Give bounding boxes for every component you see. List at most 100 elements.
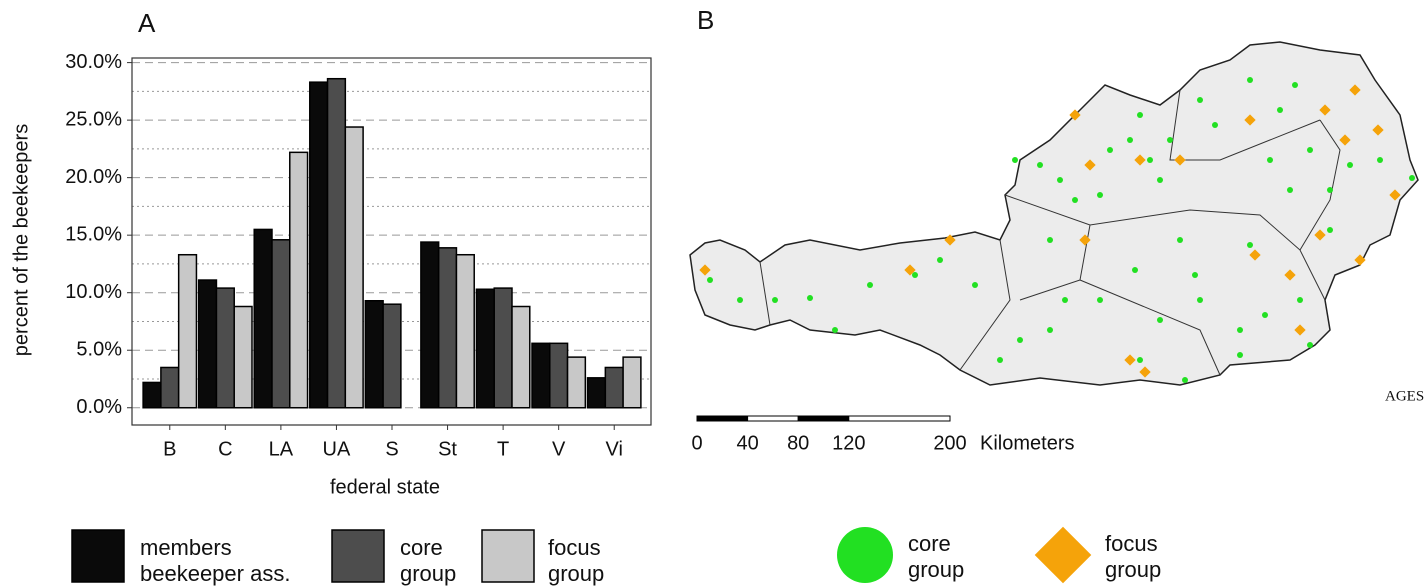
bar [512, 307, 530, 408]
x-tick-label: S [385, 438, 398, 460]
map-point [1157, 317, 1163, 323]
panel-label: A [138, 8, 156, 38]
y-axis-label: percent of the beekeepers [10, 124, 32, 356]
scale-segment [697, 416, 748, 421]
x-axis-label: federal state [330, 476, 440, 498]
logo: AGES [1385, 388, 1424, 404]
legend-swatch [332, 530, 384, 582]
x-tick-label: LA [269, 438, 294, 460]
bar [494, 288, 512, 408]
x-tick-label: T [497, 438, 509, 460]
map-point [1192, 272, 1198, 278]
map-point [1277, 107, 1283, 113]
x-tick-label: C [218, 438, 232, 460]
bar [310, 82, 328, 408]
map-point [1147, 157, 1153, 163]
y-tick-label: 20.0% [65, 166, 122, 188]
bar [254, 229, 272, 407]
bar [421, 242, 439, 408]
bar [568, 357, 586, 408]
bar [605, 367, 623, 407]
x-tick-label: B [163, 438, 176, 460]
bar [290, 152, 308, 407]
map-point [1107, 147, 1113, 153]
map-point [1297, 297, 1303, 303]
map-point [997, 357, 1003, 363]
legend-swatch [72, 530, 124, 582]
bar [179, 255, 197, 408]
map-point [1137, 357, 1143, 363]
scale-label: 0 [691, 432, 702, 454]
bar [456, 255, 474, 408]
legend-swatch [837, 527, 893, 583]
map-point [1247, 242, 1253, 248]
map-point [1017, 337, 1023, 343]
map-point [1097, 192, 1103, 198]
y-tick-label: 5.0% [76, 339, 122, 361]
map-point [1167, 137, 1173, 143]
map-point [1262, 312, 1268, 318]
scale-label: 120 [832, 432, 865, 454]
legend-label: focus group [548, 535, 618, 587]
bar [328, 79, 346, 408]
map-point [1157, 177, 1163, 183]
bar [143, 382, 161, 407]
bar [532, 343, 550, 407]
scale-segment [798, 416, 849, 421]
map-point [1347, 162, 1353, 168]
map-point [1237, 352, 1243, 358]
map-point [1137, 112, 1143, 118]
scale-label: 200 [933, 432, 966, 454]
map-point [1197, 97, 1203, 103]
legend-label: members beekeeper ass. [140, 535, 320, 587]
map-point [1057, 177, 1063, 183]
map-point [772, 297, 778, 303]
bar [345, 127, 363, 408]
panel-label: B [697, 5, 714, 35]
bar [550, 343, 568, 407]
map-point [972, 282, 978, 288]
map-point [1327, 187, 1333, 193]
x-tick-label: St [438, 438, 457, 460]
bar [272, 240, 290, 408]
map-point [1247, 77, 1253, 83]
map-point [937, 257, 943, 263]
legend-swatch [482, 530, 534, 582]
map-point [1047, 327, 1053, 333]
legend-swatch [1035, 527, 1092, 584]
bar [365, 301, 383, 408]
bar [216, 288, 234, 408]
y-tick-label: 10.0% [65, 281, 122, 303]
bar [383, 304, 401, 408]
map-country [690, 42, 1418, 385]
bar [234, 307, 252, 408]
bar [623, 357, 641, 408]
map-point [1127, 137, 1133, 143]
map-point [1062, 297, 1068, 303]
map-point [707, 277, 713, 283]
scale-segment [849, 416, 950, 421]
y-tick-label: 15.0% [65, 223, 122, 245]
map-point [867, 282, 873, 288]
map-point [1037, 162, 1043, 168]
x-tick-label: UA [323, 438, 351, 460]
chart: A percent of the beekeepers federal stat… [0, 0, 1427, 588]
legend-label: core group [908, 531, 978, 583]
map-point [1012, 157, 1018, 163]
bar [161, 367, 179, 407]
map-point [1327, 227, 1333, 233]
map-point [832, 327, 838, 333]
map-point [737, 297, 743, 303]
map-point [1377, 157, 1383, 163]
map-point [1072, 197, 1078, 203]
bar [476, 289, 494, 407]
map-point [1212, 122, 1218, 128]
scale-segment [748, 416, 799, 421]
map-point [1307, 147, 1313, 153]
scale-unit: Kilometers [980, 432, 1074, 454]
bar [588, 378, 606, 408]
y-tick-label: 25.0% [65, 108, 122, 130]
map-point [1177, 237, 1183, 243]
x-tick-label: Vi [606, 438, 623, 460]
x-tick-label: V [552, 438, 566, 460]
